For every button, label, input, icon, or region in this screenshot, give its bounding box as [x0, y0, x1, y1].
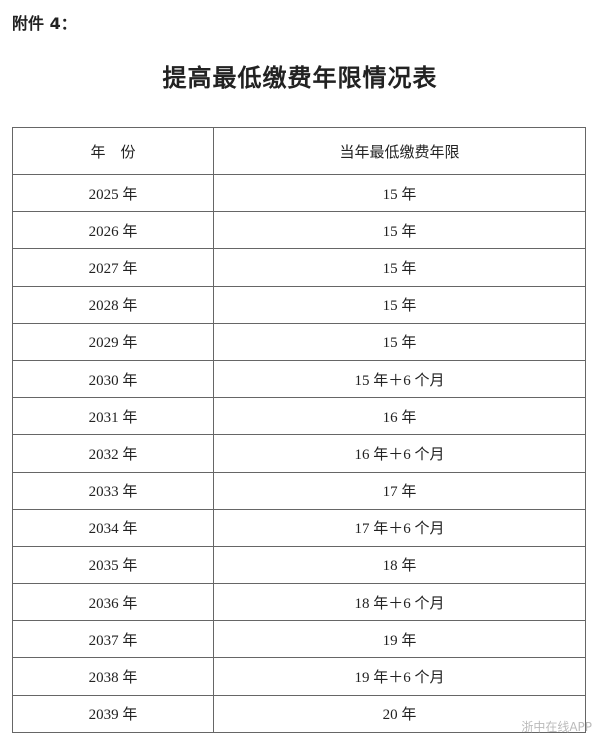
column-header: 年 份: [12, 127, 214, 175]
year-cell: 2025 年: [12, 173, 214, 213]
header-row: 年 份当年最低缴费年限: [12, 127, 586, 175]
table-body: 2025 年 15 年 2026 年 15 年 2027 年 15 年 2028 年 15 年…: [12, 173, 586, 733]
years-cell: 18 年＋6 个月: [213, 583, 586, 622]
years-cell: 19 年: [213, 620, 586, 659]
years-cell: 15 年: [213, 211, 586, 250]
table-row: 2036 年 18 年＋6 个月: [12, 583, 586, 622]
column-header: 当年最低缴费年限: [213, 127, 586, 175]
attachment-label: 附件 4：: [12, 14, 77, 33]
doc-title: 提高最低缴费年限情况表: [162, 66, 438, 92]
table-head: 年 份当年最低缴费年限: [12, 127, 586, 175]
watermark: 浙中在线APP: [521, 720, 592, 734]
table-row: 2029 年 15 年: [12, 322, 586, 361]
years-cell: 16 年＋6 个月: [213, 434, 586, 473]
year-cell: 2036 年: [12, 583, 214, 622]
year-cell: 2035 年: [12, 545, 214, 585]
table: 年 份当年最低缴费年限 2025 年 15 年 2026 年 15 年 2027 年 15…: [12, 127, 586, 733]
years-cell: 20 年: [213, 694, 586, 733]
table-row: 2034 年 17 年＋6 个月: [12, 508, 586, 547]
year-cell: 2032 年: [12, 434, 214, 473]
year-cell: 2038 年: [12, 657, 214, 696]
table-row: 2037 年 19 年: [12, 620, 586, 659]
table-row: 2031 年 16 年: [12, 397, 586, 436]
years-cell: 15 年＋6 个月: [213, 359, 586, 399]
year-cell: 2027 年: [12, 248, 214, 287]
years-cell: 19 年＋6 个月: [213, 657, 586, 696]
year-cell: 2034 年: [12, 508, 214, 547]
years-cell: 15 年: [213, 173, 586, 213]
year-cell: 2031 年: [12, 397, 214, 436]
year-cell: 2037 年: [12, 620, 214, 659]
year-cell: 2033 年: [12, 471, 214, 510]
year-cell: 2029 年: [12, 322, 214, 361]
years-cell: 18 年: [213, 545, 586, 585]
table-row: 2038 年 19 年＋6 个月: [12, 657, 586, 696]
years-cell: 17 年＋6 个月: [213, 508, 586, 547]
table-row: 2033 年 17 年: [12, 471, 586, 510]
table-row: 2030 年 15 年＋6 个月: [12, 359, 586, 399]
years-cell: 16 年: [213, 397, 586, 436]
table-row: 2025 年 15 年: [12, 173, 586, 213]
table-row: 2028 年 15 年: [12, 285, 586, 324]
year-cell: 2026 年: [12, 211, 214, 250]
year-cell: 2039 年: [12, 694, 214, 733]
year-cell: 2030 年: [12, 359, 214, 399]
table-row: 2035 年 18 年: [12, 545, 586, 585]
table-row: 2026 年 15 年: [12, 211, 586, 250]
table-row: 2032 年 16 年＋6 个月: [12, 434, 586, 473]
table-row: 2039 年 20 年: [12, 694, 586, 733]
table-row: 2027 年 15 年: [12, 248, 586, 287]
year-cell: 2028 年: [12, 285, 214, 324]
years-cell: 15 年: [213, 322, 586, 361]
years-cell: 17 年: [213, 471, 586, 510]
years-cell: 15 年: [213, 248, 586, 287]
years-cell: 15 年: [213, 285, 586, 324]
